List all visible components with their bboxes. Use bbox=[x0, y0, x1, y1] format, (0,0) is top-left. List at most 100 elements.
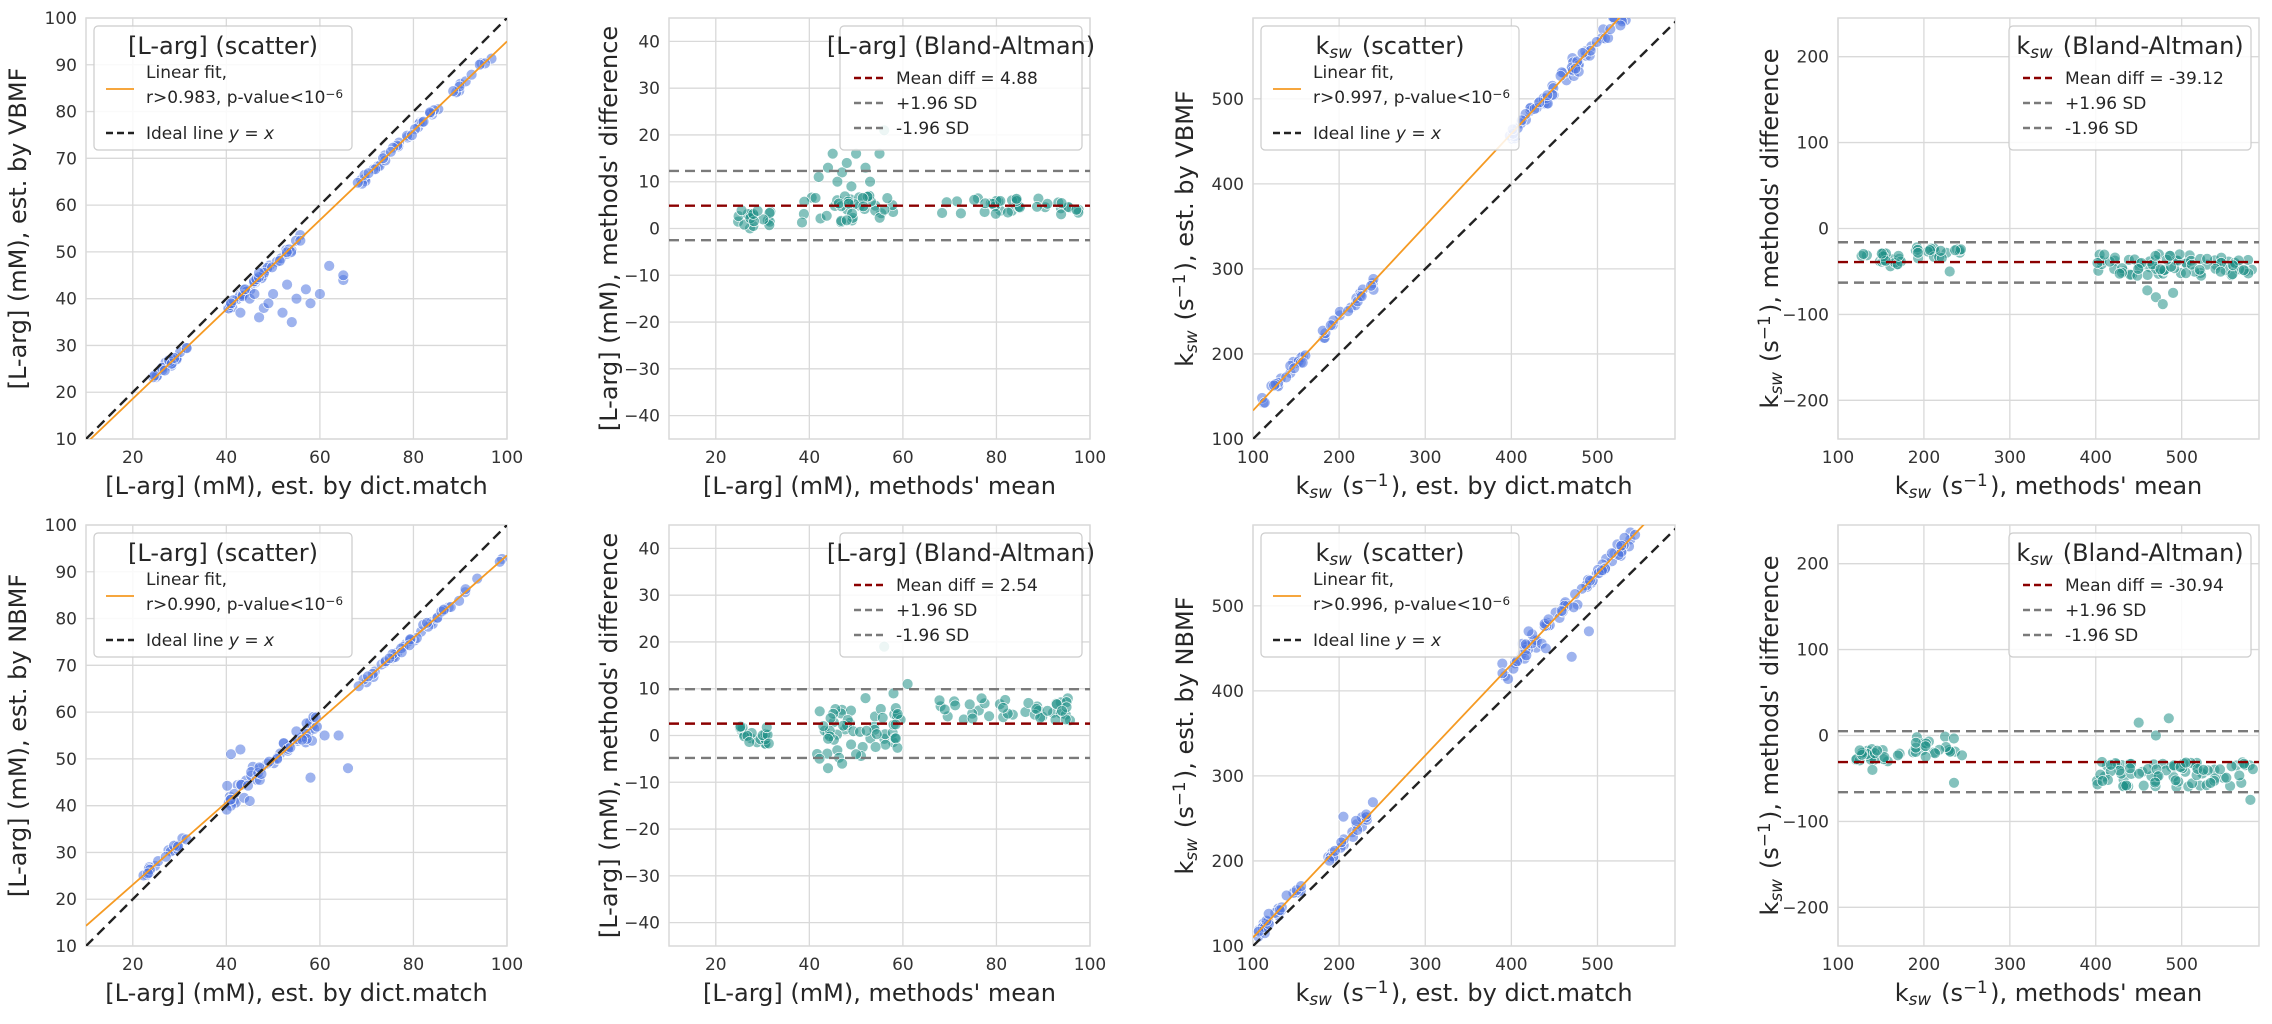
legend-box bbox=[2008, 532, 2252, 658]
plot-frame bbox=[85, 524, 508, 947]
chart-panel-2: 20 40 60 80 100 −40 −30 −20 −10 0 10 20 30 40 [L-arg] … bbox=[595, 17, 1106, 500]
data-point bbox=[1614, 19, 1627, 32]
x-tick-label: 40 bbox=[216, 448, 238, 468]
data-point bbox=[2220, 771, 2233, 784]
y-tick-label: −200 bbox=[1782, 898, 1829, 918]
data-point bbox=[1910, 736, 1922, 749]
data-point bbox=[2164, 250, 2176, 262]
y-tick-label: 80 bbox=[55, 610, 77, 630]
data-point bbox=[1496, 657, 1509, 670]
legend-fit-label: Linear fit, bbox=[146, 570, 227, 590]
x-tick-label: 20 bbox=[122, 448, 144, 468]
data-point bbox=[933, 694, 946, 707]
x-tick-label: 80 bbox=[986, 955, 1008, 975]
y-tick-label: 400 bbox=[1212, 682, 1244, 702]
y-tick-label: 40 bbox=[638, 32, 660, 52]
data-point bbox=[406, 129, 418, 141]
data-point bbox=[1622, 5, 1633, 16]
x-tick-label: 100 bbox=[491, 955, 523, 975]
data-point bbox=[845, 180, 858, 193]
legend-minus-sd-label: -1.96 SD bbox=[896, 119, 969, 139]
linear-fit-line bbox=[89, 40, 507, 439]
x-tick-label: 100 bbox=[1237, 448, 1269, 468]
y-tick-label: 20 bbox=[638, 126, 660, 146]
y-tick-label: 70 bbox=[55, 149, 77, 169]
x-tick-label: 80 bbox=[986, 448, 1008, 468]
data-point bbox=[833, 197, 845, 210]
data-point bbox=[225, 297, 237, 309]
data-point bbox=[471, 572, 483, 585]
data-point bbox=[840, 214, 853, 227]
y-tick-label: 100 bbox=[45, 9, 77, 29]
data-point bbox=[314, 288, 326, 300]
legend-fit-stats: r>0.997, p-value<10−6 bbox=[1313, 87, 1512, 108]
y-tick-label: 70 bbox=[55, 656, 77, 676]
legend-ideal-label: Ideal line y = x bbox=[146, 124, 275, 144]
legend-plus-sd-label: +1.96 SD bbox=[2065, 601, 2146, 621]
x-tick-label: 200 bbox=[1908, 955, 1940, 975]
data-point bbox=[424, 106, 436, 119]
data-point bbox=[453, 595, 465, 607]
data-point bbox=[342, 762, 354, 774]
x-tick-label: 400 bbox=[1495, 448, 1527, 468]
legend-mean-label: Mean diff = -39.12 bbox=[2065, 69, 2224, 89]
data-point bbox=[304, 297, 317, 309]
data-point bbox=[1055, 208, 1067, 221]
data-point bbox=[2169, 774, 2182, 786]
x-tick-label: 100 bbox=[1074, 955, 1106, 975]
y-axis-label: ksw (s−1 ), est. by NBMF bbox=[1169, 597, 1200, 875]
data-point bbox=[142, 867, 154, 880]
data-point bbox=[796, 216, 808, 229]
y-tick-label: −20 bbox=[624, 820, 660, 840]
y-tick-label: 0 bbox=[1818, 220, 1829, 240]
y-tick-label: 20 bbox=[638, 633, 660, 653]
data-point bbox=[2149, 250, 2162, 262]
data-point bbox=[1956, 749, 1968, 761]
data-point bbox=[447, 85, 459, 97]
x-tick-label: 60 bbox=[892, 955, 914, 975]
x-tick-label: 400 bbox=[2080, 955, 2112, 975]
y-tick-label: 200 bbox=[1212, 345, 1244, 365]
y-tick-label: −40 bbox=[624, 407, 660, 427]
y-tick-label: 100 bbox=[1797, 134, 1829, 154]
data-point bbox=[239, 283, 251, 295]
y-tick-label: 0 bbox=[649, 727, 660, 747]
x-axis-label: [L-arg] (mM), methods' mean bbox=[703, 472, 1056, 500]
data-point bbox=[1002, 206, 1014, 219]
legend-title: [L-arg] (scatter) bbox=[128, 32, 318, 60]
ideal-line bbox=[86, 18, 507, 439]
data-point bbox=[1262, 908, 1275, 920]
legend-fit-label: Linear fit, bbox=[1313, 570, 1394, 590]
data-point bbox=[871, 728, 883, 740]
data-point bbox=[809, 192, 822, 204]
legend: [L-arg] (scatter) Linear fit, r>0.990, p-v… bbox=[93, 532, 353, 658]
y-tick-label: 100 bbox=[1212, 430, 1244, 450]
data-point bbox=[837, 719, 849, 732]
x-axis-label: [L-arg] (mM), est. by dict.match bbox=[105, 472, 487, 500]
data-point bbox=[474, 58, 486, 71]
data-point bbox=[842, 197, 855, 210]
y-tick-label: 100 bbox=[1797, 641, 1829, 661]
data-point bbox=[2141, 269, 2154, 281]
data-point bbox=[1041, 705, 1054, 717]
x-tick-label: 80 bbox=[403, 955, 425, 975]
data-point bbox=[286, 316, 298, 328]
y-tick-label: 30 bbox=[638, 79, 660, 99]
data-point bbox=[1912, 247, 1924, 259]
y-axis-label: [L-arg] (mM), methods' difference bbox=[595, 26, 623, 431]
x-axis-label: ksw (s−1 ), est. by dict.match bbox=[1295, 470, 1632, 501]
legend-mean-label: Mean diff = 4.88 bbox=[896, 69, 1038, 89]
data-point bbox=[881, 192, 893, 204]
data-point bbox=[1876, 247, 1888, 260]
data-point bbox=[1030, 703, 1043, 715]
data-point bbox=[1542, 613, 1555, 625]
y-tick-label: 200 bbox=[1797, 555, 1829, 575]
y-axis-label: ksw (s−1 ), methods' difference bbox=[1754, 556, 1785, 916]
data-point bbox=[1871, 744, 1883, 757]
data-point bbox=[813, 705, 826, 717]
legend: ksw (Bland-Altman) Mean diff = -39.12 +1.9… bbox=[2008, 25, 2252, 151]
chart-panel-5: 20 40 60 80 100102030405060708090100[L-arg] … bbox=[4, 516, 523, 1007]
plot-area bbox=[669, 640, 1090, 774]
x-tick-label: 300 bbox=[1994, 448, 2026, 468]
y-axis-label: [L-arg] (mM), est. by VBMF bbox=[4, 68, 32, 390]
